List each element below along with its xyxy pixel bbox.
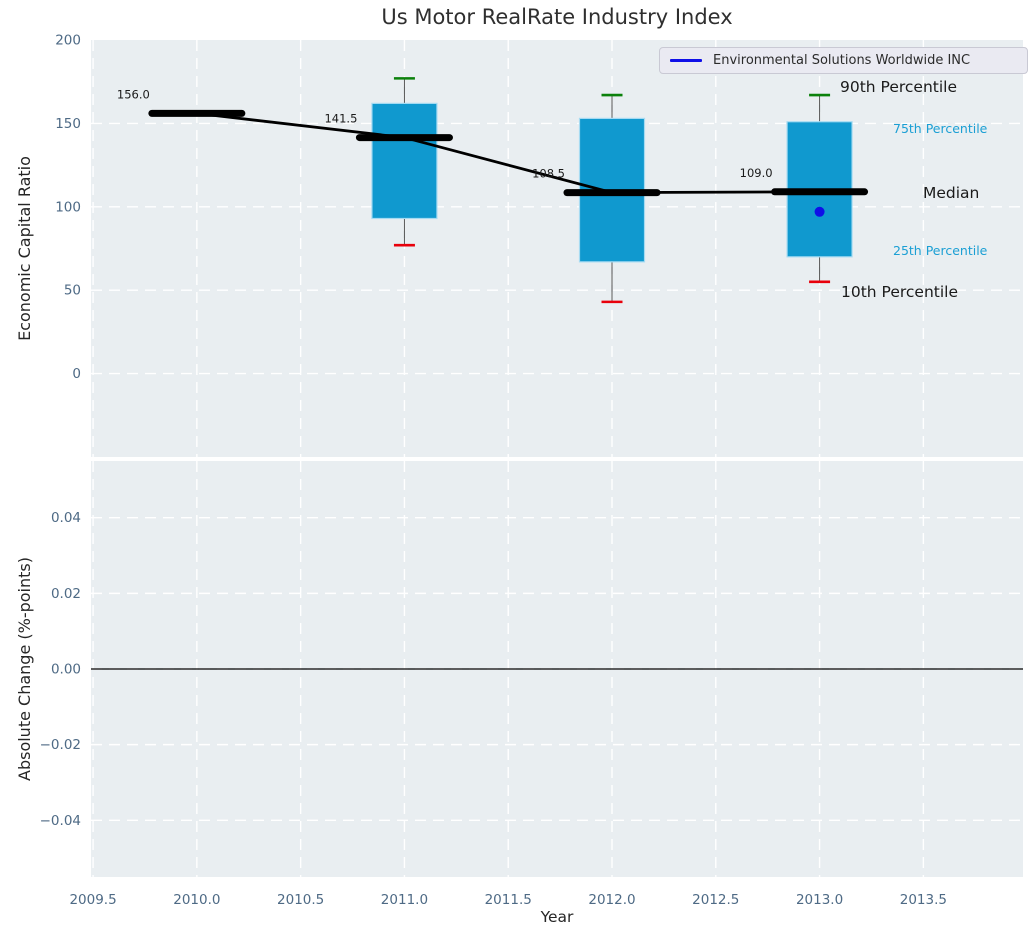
median-trend-line [196,112,820,195]
xtick-label: 2010.5 [277,892,324,908]
xtick-label: 2012.5 [692,892,739,908]
ytick-label-top: 100 [55,199,81,215]
company-data-point [814,206,825,217]
median-value-label-2012: 108.5 [532,167,565,181]
ytick-label-top: 150 [55,116,81,132]
ytick-label-bottom: −0.02 [40,737,81,753]
chart-title: Us Motor RealRate Industry Index [381,5,733,29]
annotation-10th-percentile: 10th Percentile [841,283,958,301]
ytick-label-bottom: −0.04 [40,813,81,829]
ytick-label-top: 200 [55,33,81,49]
legend: Environmental Solutions Worldwide INC [659,47,1028,74]
box-2011 [371,102,438,220]
annotation-median: Median [923,184,979,202]
xtick-label: 2011.5 [485,892,532,908]
xtick-label: 2010.0 [173,892,220,908]
legend-line-icon [670,59,702,62]
ytick-label-bottom: 0.02 [51,586,81,602]
xtick-label: 2009.5 [69,892,116,908]
annotation-25th-percentile: 25th Percentile [893,243,988,258]
ytick-label-top: 0 [72,366,81,382]
x-axis-label: Year [540,908,574,926]
xtick-label: 2011.0 [381,892,428,908]
ytick-label-bottom: 0.04 [51,510,81,526]
annotation-90th-percentile: 90th Percentile [840,78,957,96]
median-value-label-2010: 156.0 [117,87,150,101]
xtick-label: 2012.0 [588,892,635,908]
median-value-label-2011: 141.5 [324,112,357,126]
y-axis-label-bottom: Absolute Change (%-points) [15,557,34,781]
y-axis-label-top: Economic Capital Ratio [15,156,34,341]
axes-background [91,40,1023,457]
xtick-label: 2013.0 [796,892,843,908]
annotation-75th-percentile: 75th Percentile [893,121,988,136]
ytick-label-top: 50 [64,283,81,299]
ytick-label-bottom: 0.00 [51,662,81,678]
legend-label: Environmental Solutions Worldwide INC [713,53,971,68]
xtick-label: 2013.5 [900,892,947,908]
median-value-label-2013: 109.0 [740,166,773,180]
